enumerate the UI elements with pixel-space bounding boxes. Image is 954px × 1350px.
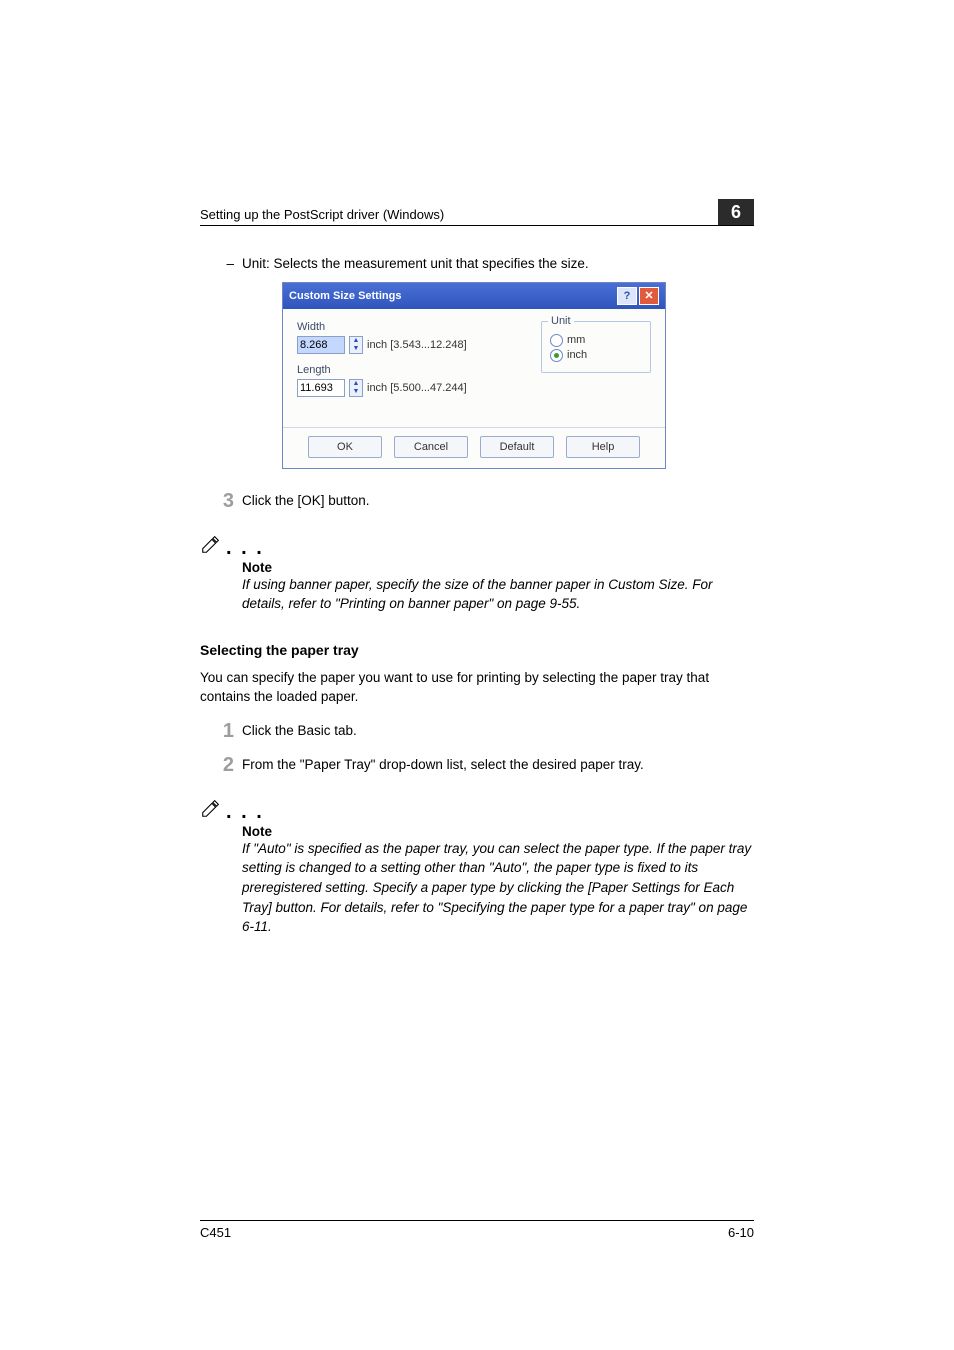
footer-right: 6-10 — [728, 1225, 754, 1240]
help-button[interactable]: Help — [566, 436, 640, 458]
step-3: 3 Click the [OK] button. — [200, 491, 754, 511]
note-2-dots: . . . — [226, 801, 264, 824]
default-button[interactable]: Default — [480, 436, 554, 458]
unit-group: Unit mm inch — [541, 321, 651, 373]
step-2-text: From the "Paper Tray" drop-down list, se… — [242, 755, 754, 775]
pencil-icon — [200, 533, 222, 560]
note-1-dots: . . . — [226, 537, 264, 560]
width-spinner[interactable]: ▲▼ — [349, 336, 363, 354]
radio-inch-label: inch — [567, 349, 587, 361]
page-footer: C451 6-10 — [200, 1220, 754, 1240]
page-header: Setting up the PostScript driver (Window… — [200, 205, 754, 226]
note-1-body: If using banner paper, specify the size … — [242, 575, 754, 614]
cancel-button[interactable]: Cancel — [394, 436, 468, 458]
length-spinner[interactable]: ▲▼ — [349, 379, 363, 397]
custom-size-dialog: Custom Size Settings ? ✕ Width 8.268 ▲▼ … — [282, 282, 666, 469]
length-label: Length — [297, 364, 525, 376]
note-2-label: Note — [242, 824, 754, 839]
width-input[interactable]: 8.268 — [297, 336, 345, 354]
step-1-number: 1 — [200, 721, 234, 741]
close-icon[interactable]: ✕ — [639, 287, 659, 305]
step-2: 2 From the "Paper Tray" drop-down list, … — [200, 755, 754, 775]
running-head: Setting up the PostScript driver (Window… — [200, 207, 444, 222]
step-3-number: 3 — [200, 491, 234, 511]
footer-left: C451 — [200, 1225, 231, 1240]
length-range: inch [5.500...47.244] — [367, 382, 467, 394]
radio-mm[interactable] — [550, 334, 563, 347]
ok-button[interactable]: OK — [308, 436, 382, 458]
bullet-dash: – — [200, 254, 234, 274]
step-1: 1 Click the Basic tab. — [200, 721, 754, 741]
section-heading: Selecting the paper tray — [200, 642, 754, 658]
note-2-body: If "Auto" is specified as the paper tray… — [242, 839, 754, 937]
note-2-icon-row: . . . — [200, 797, 754, 824]
help-icon[interactable]: ? — [617, 287, 637, 305]
chapter-badge: 6 — [718, 199, 754, 225]
step-1-text: Click the Basic tab. — [242, 721, 754, 741]
width-label: Width — [297, 321, 525, 333]
step-3-text: Click the [OK] button. — [242, 491, 754, 511]
pencil-icon — [200, 797, 222, 824]
dialog-title: Custom Size Settings — [289, 290, 401, 302]
radio-mm-label: mm — [567, 334, 585, 346]
length-input[interactable]: 11.693 — [297, 379, 345, 397]
width-range: inch [3.543...12.248] — [367, 339, 467, 351]
radio-inch[interactable] — [550, 349, 563, 362]
note-1-icon-row: . . . — [200, 533, 754, 560]
section-intro: You can specify the paper you want to us… — [200, 668, 754, 707]
step-2-number: 2 — [200, 755, 234, 775]
dialog-titlebar: Custom Size Settings ? ✕ — [283, 283, 665, 309]
unit-bullet: – Unit: Selects the measurement unit tha… — [200, 254, 754, 274]
note-1-label: Note — [242, 560, 754, 575]
unit-legend: Unit — [548, 315, 574, 327]
bullet-text: Unit: Selects the measurement unit that … — [242, 254, 754, 274]
